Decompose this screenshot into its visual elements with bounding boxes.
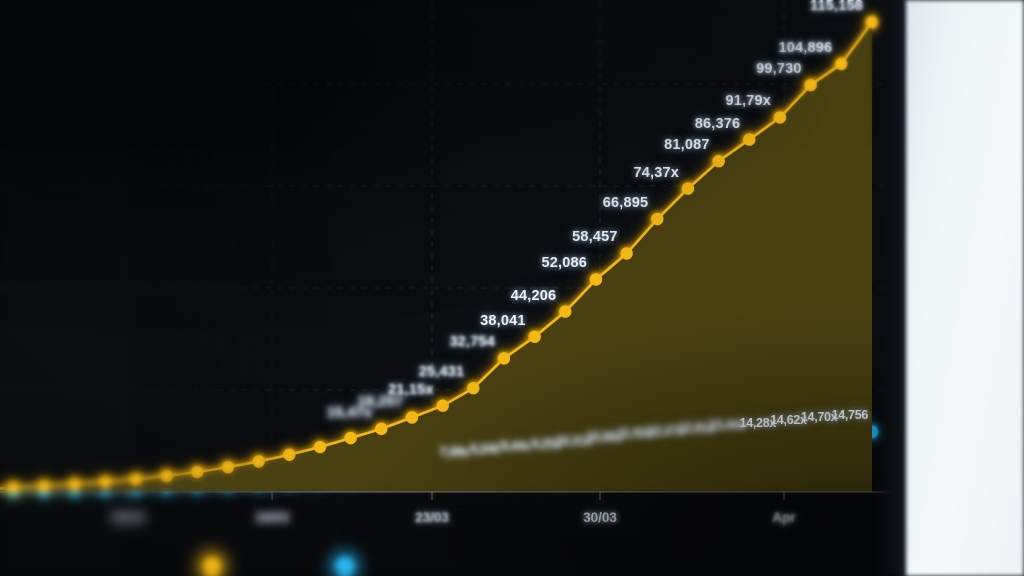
legend-marker-blue[interactable]: [335, 556, 355, 576]
background-wall: [906, 0, 1024, 576]
legend-marker-yellow[interactable]: [202, 556, 222, 576]
monitor-screen: 15,47x 18,257 21,15x 25,431 32,754 38,041 44,2…: [0, 0, 912, 576]
chart-legend: [195, 549, 362, 576]
